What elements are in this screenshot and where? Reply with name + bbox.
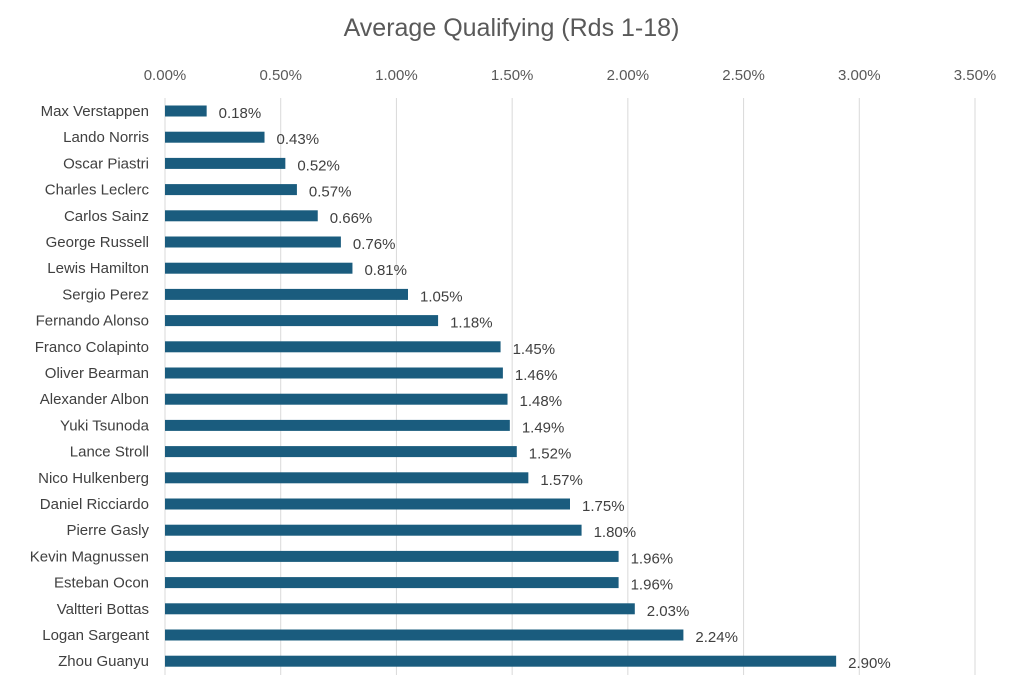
bar	[165, 315, 439, 327]
bar	[165, 577, 619, 589]
category-label: Oscar Piastri	[63, 155, 149, 172]
bar	[165, 236, 341, 248]
category-label: Logan Sargeant	[42, 627, 150, 644]
category-label: Lance Stroll	[70, 444, 149, 461]
category-label: Daniel Ricciardo	[40, 496, 149, 513]
category-label: Esteban Ocon	[54, 575, 149, 592]
bar	[165, 105, 207, 117]
x-tick-label: 0.00%	[144, 67, 187, 84]
category-label: Sergio Perez	[62, 286, 149, 303]
category-label: George Russell	[46, 234, 149, 251]
bar	[165, 367, 503, 379]
category-label: Lewis Hamilton	[47, 260, 149, 277]
x-tick-label: 1.50%	[491, 67, 534, 84]
category-label: Carlos Sainz	[64, 208, 149, 225]
x-tick-label: 3.50%	[954, 67, 997, 84]
data-label: 1.57%	[540, 472, 583, 489]
bar	[165, 550, 619, 562]
bar	[165, 184, 297, 196]
data-label: 0.81%	[364, 262, 407, 279]
data-label: 1.18%	[450, 315, 493, 332]
category-label: Charles Leclerc	[45, 182, 150, 199]
data-label: 1.05%	[420, 288, 463, 305]
bar	[165, 288, 408, 300]
data-label: 0.43%	[277, 131, 320, 148]
data-label: 0.76%	[353, 236, 396, 253]
chart-title: Average Qualifying (Rds 1-18)	[343, 14, 680, 42]
bar	[165, 655, 837, 667]
bar	[165, 262, 353, 274]
bar	[165, 498, 570, 510]
data-label: 1.46%	[515, 367, 558, 384]
x-tick-label: 3.00%	[838, 67, 881, 84]
category-label: Franco Colapinto	[35, 339, 149, 356]
bar	[165, 603, 635, 615]
x-tick-label: 2.50%	[722, 67, 765, 84]
data-label: 0.66%	[330, 210, 373, 227]
category-label: Yuki Tsunoda	[60, 417, 150, 434]
data-label: 2.90%	[848, 655, 891, 672]
data-label: 1.49%	[522, 419, 565, 436]
category-label: Fernando Alonso	[36, 313, 149, 330]
data-label: 1.96%	[631, 550, 674, 567]
category-label: Nico Hulkenberg	[38, 470, 149, 487]
category-label: Kevin Magnussen	[30, 548, 149, 565]
x-tick-label: 0.50%	[259, 67, 302, 84]
data-label: 1.52%	[529, 446, 572, 463]
data-label: 1.75%	[582, 498, 625, 515]
bar	[165, 157, 286, 169]
bar	[165, 446, 517, 458]
category-label: Oliver Bearman	[45, 365, 149, 382]
category-label: Max Verstappen	[41, 103, 149, 120]
data-label: 0.18%	[219, 105, 262, 122]
data-label: 1.96%	[631, 577, 674, 594]
bar	[165, 341, 501, 353]
category-label: Valtteri Bottas	[57, 601, 149, 618]
category-label: Zhou Guanyu	[58, 653, 149, 670]
bar	[165, 629, 684, 641]
x-tick-label: 2.00%	[607, 67, 650, 84]
category-label: Pierre Gasly	[66, 522, 149, 539]
bar	[165, 131, 265, 143]
category-label: Alexander Albon	[40, 391, 149, 408]
bar	[165, 524, 582, 536]
data-label: 1.80%	[594, 524, 637, 541]
data-label: 0.52%	[297, 157, 340, 174]
data-label: 2.03%	[647, 603, 690, 620]
data-label: 1.48%	[520, 393, 563, 410]
data-label: 1.45%	[513, 341, 556, 358]
data-label: 2.24%	[695, 629, 738, 646]
category-label: Lando Norris	[63, 129, 149, 146]
bar	[165, 472, 529, 484]
bar	[165, 419, 510, 431]
data-label: 0.57%	[309, 184, 352, 201]
bar	[165, 210, 318, 222]
x-tick-label: 1.00%	[375, 67, 418, 84]
bar	[165, 393, 508, 405]
